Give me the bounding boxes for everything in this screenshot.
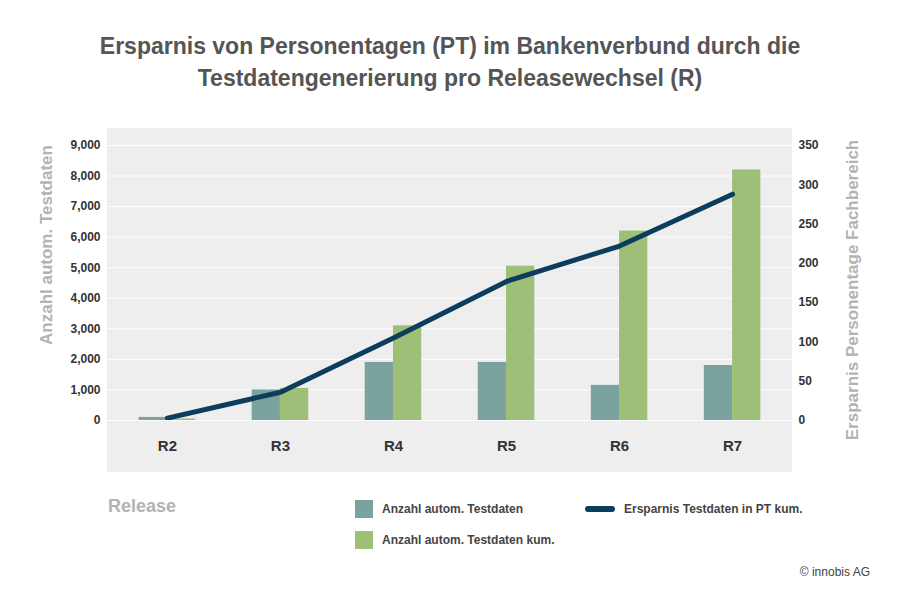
svg-text:5,000: 5,000 [70, 261, 100, 275]
svg-text:0: 0 [799, 413, 806, 427]
svg-text:250: 250 [799, 217, 819, 231]
svg-text:50: 50 [799, 374, 813, 388]
svg-text:R6: R6 [610, 437, 629, 454]
html-text:Ersparnis von Personentagen (P: Ersparnis von Personentagen (PT) im Bank… [99, 33, 801, 91]
svg-text:150: 150 [799, 295, 819, 309]
svg-text:1,000: 1,000 [70, 383, 100, 397]
svg-text:R3: R3 [271, 437, 290, 454]
svg-text:3,000: 3,000 [70, 322, 100, 336]
svg-text:200: 200 [799, 256, 819, 270]
html-text:Ersparnis Personentage Fachber: Ersparnis Personentage Fachbereich [843, 139, 862, 441]
html-text:Ersparnis Testdaten in PT kum.: Ersparnis Testdaten in PT kum. [624, 502, 803, 516]
html-text:Anzahl autom. Testdaten kum.: Anzahl autom. Testdaten kum. [382, 533, 555, 547]
html-text:Anzahl autom. Testdaten: Anzahl autom. Testdaten [37, 145, 56, 345]
svg-text:2,000: 2,000 [70, 352, 100, 366]
svg-text:R4: R4 [384, 437, 404, 454]
svg-text:8,000: 8,000 [70, 169, 100, 183]
svg-text:R7: R7 [723, 437, 742, 454]
svg-text:9,000: 9,000 [70, 138, 100, 152]
svg-text:300: 300 [799, 178, 819, 192]
svg-text:6,000: 6,000 [70, 230, 100, 244]
html-text:Anzahl autom. Testdaten: Anzahl autom. Testdaten [382, 502, 524, 516]
svg-text:4,000: 4,000 [70, 291, 100, 305]
svg-text:R5: R5 [497, 437, 516, 454]
svg-text:7,000: 7,000 [70, 199, 100, 213]
html-text:© innobis AG: © innobis AG [799, 565, 870, 579]
html-text:Release: Release [108, 496, 177, 516]
svg-text:0: 0 [94, 413, 101, 427]
svg-text:350: 350 [799, 138, 819, 152]
svg-text:R2: R2 [158, 437, 177, 454]
svg-text:100: 100 [799, 335, 819, 349]
